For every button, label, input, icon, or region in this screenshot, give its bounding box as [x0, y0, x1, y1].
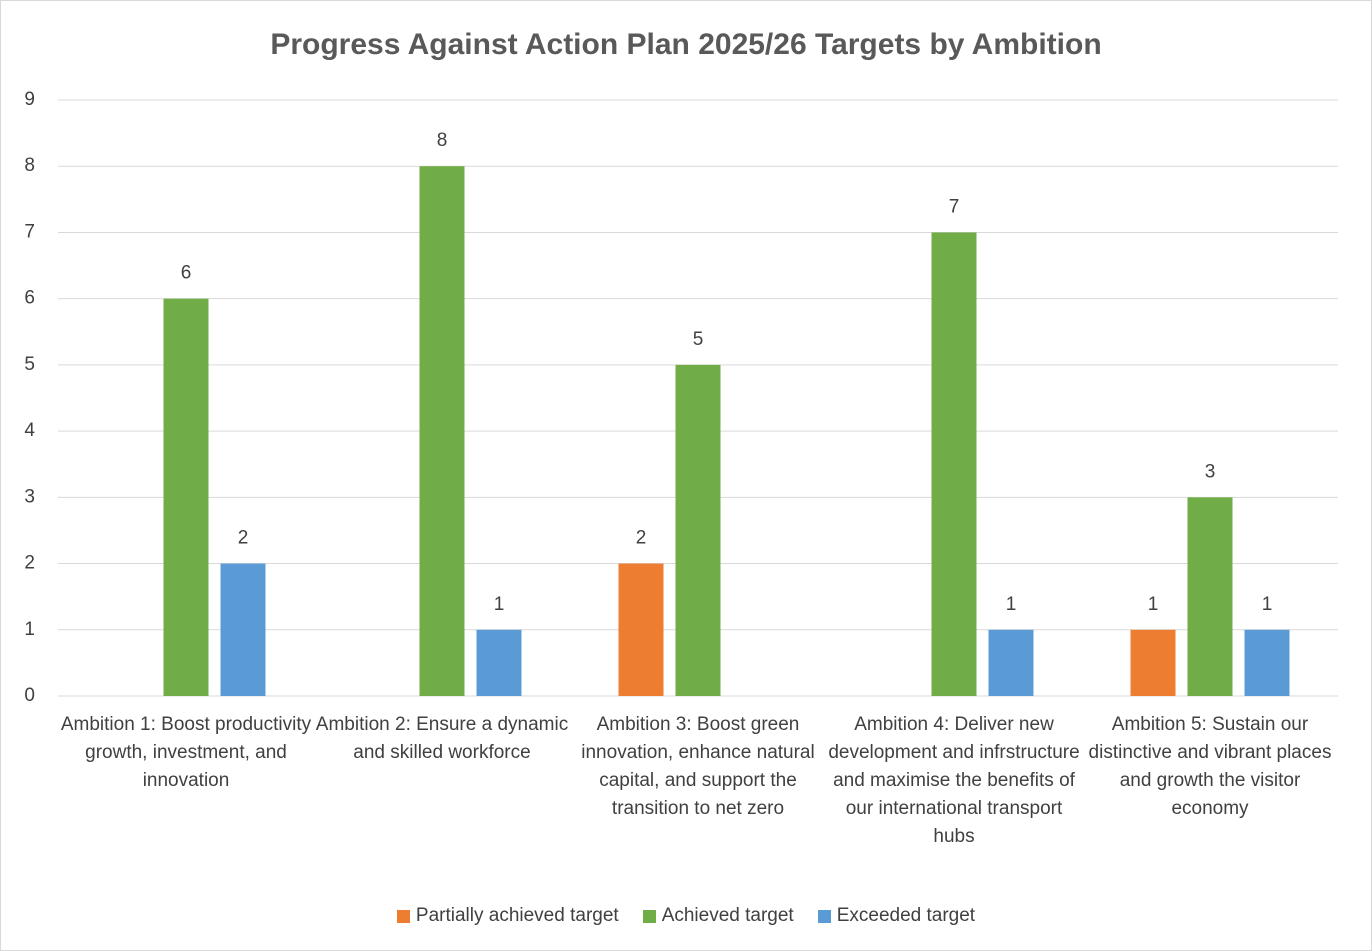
x-tick-label: Ambition 3: Boost green innovation, enha…: [581, 714, 815, 819]
y-tick-label: 6: [24, 288, 35, 309]
legend-item: Achieved target: [642, 905, 794, 927]
bar: [931, 232, 977, 696]
data-label: 1: [1006, 594, 1017, 615]
legend-label: Achieved target: [661, 905, 794, 926]
data-label: 6: [181, 263, 192, 284]
data-label: 5: [693, 329, 704, 350]
bar: [1244, 629, 1290, 696]
data-label: 3: [1205, 461, 1216, 482]
data-label: 2: [636, 528, 647, 549]
data-label: 8: [437, 130, 448, 151]
y-tick-label: 8: [24, 155, 35, 176]
bar: [476, 629, 522, 696]
y-tick-label: 4: [24, 420, 35, 441]
data-label: 1: [494, 594, 505, 615]
bar: [988, 629, 1034, 696]
y-tick-label: 5: [24, 354, 35, 375]
data-label: 7: [949, 196, 960, 217]
legend-swatch: [817, 909, 831, 923]
bar: [163, 298, 209, 696]
legend-item: Exceeded target: [817, 905, 976, 927]
legend: Partially achieved target Achieved target…: [1, 905, 1371, 927]
data-label: 1: [1262, 594, 1273, 615]
legend-item: Partially achieved target: [396, 905, 619, 927]
bar: [220, 563, 266, 696]
x-tick-label: Ambition 1: Boost productivity growth, i…: [60, 714, 312, 791]
chart-title: Progress Against Action Plan 2025/26 Tar…: [270, 28, 1101, 61]
legend-label: Partially achieved target: [415, 905, 619, 926]
y-tick-label: 1: [24, 619, 35, 640]
legend-label: Exceeded target: [836, 905, 976, 926]
y-tick-label: 7: [24, 221, 35, 242]
y-tick-label: 3: [24, 486, 35, 507]
x-tick-label: Ambition 2: Ensure a dynamic and skilled…: [315, 714, 569, 763]
bar: [675, 364, 721, 696]
legend-swatch: [642, 909, 656, 923]
y-tick-label: 2: [24, 553, 35, 574]
bar: [1187, 497, 1233, 696]
legend-swatch: [396, 909, 410, 923]
data-label: 1: [1148, 594, 1159, 615]
bar: [1130, 629, 1176, 696]
x-tick-label: Ambition 5: Sustain our distinctive and …: [1088, 714, 1332, 819]
bar: [618, 563, 664, 696]
bar: [419, 166, 465, 696]
data-label: 2: [238, 528, 249, 549]
y-tick-label: 9: [24, 89, 35, 110]
y-tick-label: 0: [24, 685, 35, 706]
x-tick-label: Ambition 4: Deliver new development and …: [828, 714, 1080, 847]
